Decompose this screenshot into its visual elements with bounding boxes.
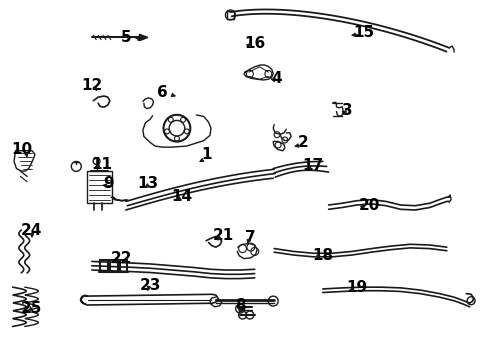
Text: 19: 19 [346, 280, 368, 295]
Text: 12: 12 [81, 78, 102, 93]
Text: 1: 1 [201, 148, 211, 162]
Text: 23: 23 [140, 278, 161, 293]
Text: 25: 25 [21, 301, 42, 316]
Text: 9: 9 [103, 176, 114, 191]
Text: 2: 2 [298, 135, 309, 150]
Text: 11: 11 [91, 157, 112, 172]
Text: 22: 22 [110, 251, 132, 266]
Text: 13: 13 [137, 176, 158, 191]
Text: 3: 3 [342, 103, 352, 118]
Text: 24: 24 [21, 222, 42, 238]
Text: 20: 20 [358, 198, 380, 212]
Text: 10: 10 [12, 142, 33, 157]
Text: 21: 21 [213, 228, 234, 243]
Text: 16: 16 [244, 36, 266, 51]
Text: 4: 4 [271, 71, 282, 86]
Text: 6: 6 [157, 85, 168, 100]
Text: 14: 14 [171, 189, 193, 203]
Text: 15: 15 [354, 25, 375, 40]
Text: 17: 17 [302, 158, 323, 173]
Polygon shape [140, 34, 148, 41]
Text: 18: 18 [312, 248, 333, 262]
Text: 8: 8 [235, 297, 245, 312]
Text: 7: 7 [245, 230, 255, 245]
Bar [87, 171, 112, 203]
Text: 5: 5 [121, 30, 131, 45]
